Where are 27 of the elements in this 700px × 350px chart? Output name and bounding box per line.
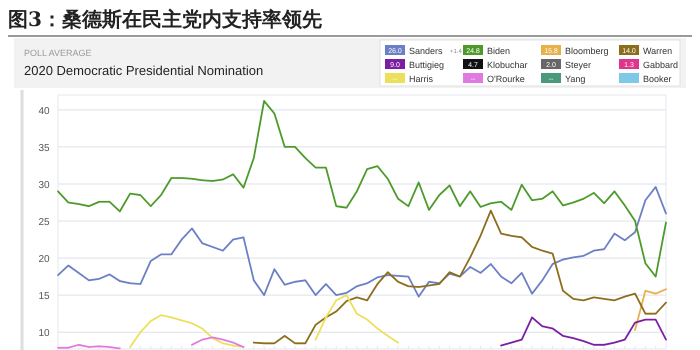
y-tick-label: 25 — [38, 217, 50, 228]
legend-label: O'Rourke — [487, 74, 525, 84]
y-tick-label: 15 — [38, 291, 50, 302]
y-tick-label: 30 — [38, 180, 50, 191]
y-tick-label: 40 — [38, 106, 50, 117]
y-tick-label: 35 — [38, 142, 50, 154]
chart-subtitle: 2020 Democratic Presidential Nomination — [24, 63, 264, 78]
legend-label: Steyer — [565, 60, 592, 70]
legend-label: Klobuchar — [487, 60, 528, 70]
line-series — [57, 186, 667, 298]
line-series — [57, 100, 667, 278]
line-series — [500, 316, 667, 346]
legend-label: Gabbard — [643, 60, 678, 70]
y-tick-label: 20 — [38, 254, 50, 266]
legend-label: Warren — [643, 46, 672, 56]
legend-label: Booker — [643, 74, 672, 84]
line-series — [252, 210, 667, 344]
legend-label: Yang — [565, 74, 586, 84]
legend-label: Buttigieg — [409, 60, 444, 70]
legend-label: Bloomberg — [565, 46, 609, 56]
y-tick-label: 10 — [38, 328, 50, 340]
legend-label: Sanders — [409, 46, 444, 56]
text: POLL AVERAGE — [24, 48, 92, 58]
chart-title: 图3：桑德斯在民主党内支持率领先 — [8, 7, 322, 31]
line-series — [634, 288, 667, 331]
legend-label: Harris — [409, 74, 434, 84]
legend-label: Biden — [487, 46, 510, 56]
